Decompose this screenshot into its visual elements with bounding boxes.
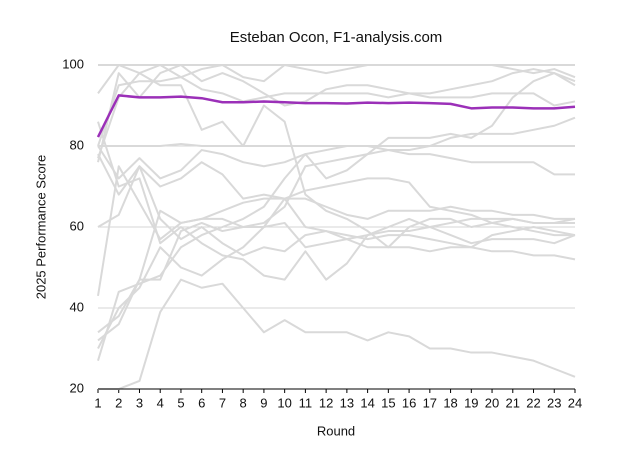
series-line (97, 116, 576, 180)
x-tick-label: 14 (360, 395, 374, 410)
x-tick-label: 7 (219, 395, 226, 410)
series-line (97, 72, 576, 361)
y-tick-label: 60 (70, 218, 84, 233)
x-tick-label: 20 (485, 395, 499, 410)
series-line (97, 165, 576, 261)
chart-title: Esteban Ocon, F1-analysis.com (230, 29, 443, 46)
x-tick-label: 5 (177, 395, 184, 410)
x-tick-label: 9 (260, 395, 267, 410)
series-line (96, 94, 576, 138)
x-tick-label: 13 (340, 395, 354, 410)
x-tick-label: 22 (526, 395, 540, 410)
y-tick-label: 20 (70, 380, 84, 395)
series-line (97, 197, 576, 349)
series-line (97, 68, 576, 147)
y-tick-label: 80 (70, 137, 84, 152)
x-axis-label: Round (317, 423, 355, 438)
series-line (97, 149, 575, 297)
y-tick-label: 40 (70, 299, 84, 314)
series-line (98, 278, 576, 390)
x-tick-label: 10 (277, 395, 291, 410)
series-line (97, 72, 576, 249)
x-tick-label: 6 (198, 395, 205, 410)
x-tick-label: 16 (402, 395, 416, 410)
x-tick-label: 11 (299, 395, 313, 410)
y-tick-label: 100 (62, 56, 84, 71)
series-line (97, 121, 576, 281)
x-tick-label: 24 (568, 395, 582, 410)
x-tick-label: 1 (94, 395, 101, 410)
x-tick-label: 15 (381, 395, 395, 410)
y-axis-label: 2025 Performance Score (33, 155, 48, 300)
series-line (97, 64, 576, 163)
x-tick-label: 3 (136, 395, 143, 410)
x-tick-label: 17 (423, 395, 437, 410)
series-line (97, 64, 576, 94)
series-line (98, 142, 575, 147)
x-tick-label: 21 (506, 395, 520, 410)
x-tick-label: 18 (443, 395, 457, 410)
x-tick-label: 23 (547, 395, 561, 410)
x-tick-label: 19 (464, 395, 478, 410)
x-tick-label: 2 (115, 395, 122, 410)
x-tick-label: 8 (240, 395, 247, 410)
x-tick-label: 12 (319, 395, 333, 410)
series-line (97, 217, 575, 334)
series-line (97, 177, 575, 342)
x-tick-label: 4 (157, 395, 164, 410)
series-line (97, 153, 575, 220)
